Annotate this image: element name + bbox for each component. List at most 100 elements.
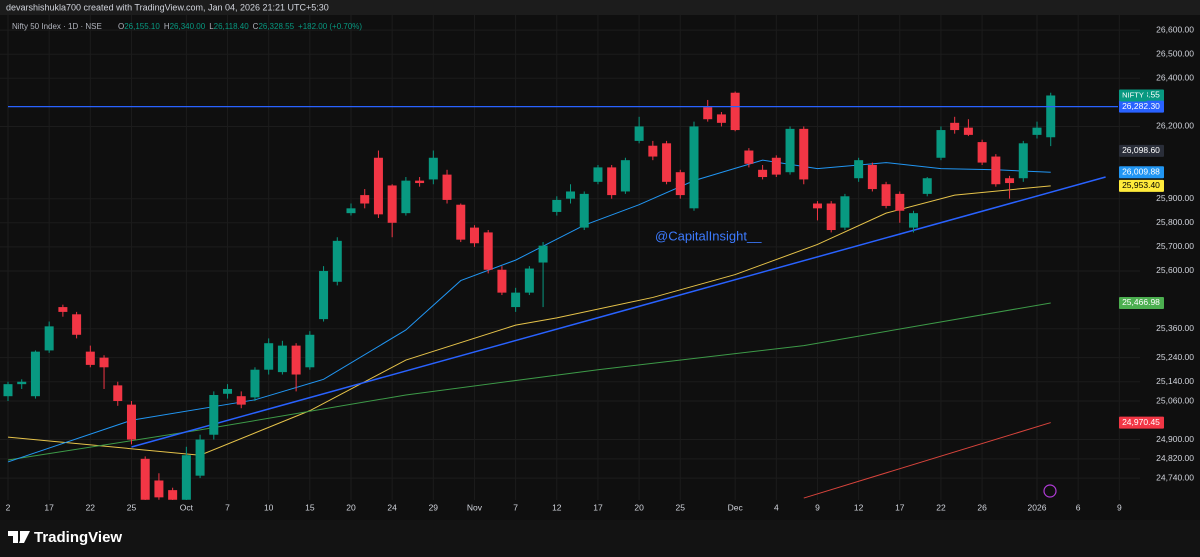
candle-body <box>346 208 356 214</box>
candle-body <box>771 157 781 175</box>
candle-body <box>511 292 521 308</box>
y-tick-label: 25,900.00 <box>1156 193 1194 203</box>
x-tick-label: Dec <box>728 502 744 512</box>
x-tick-label: 4 <box>774 502 779 512</box>
candle-body <box>223 388 233 394</box>
candle-body <box>566 191 576 199</box>
y-tick-label: 26,600.00 <box>1156 24 1194 34</box>
candle-body <box>1032 127 1042 135</box>
x-tick-label: 17 <box>44 502 54 512</box>
candle-body <box>1018 143 1028 179</box>
price-label-box <box>1119 416 1164 429</box>
price-label: 24,970.45 <box>1122 417 1160 427</box>
plot <box>3 91 1106 500</box>
x-tick-label: 7 <box>225 502 230 512</box>
candle-body <box>620 160 630 192</box>
price-axis: 26,600.00 26,500.00 26,400.00 26,200.00 25,9… <box>1156 24 1194 482</box>
footer <box>0 520 1200 557</box>
chart-title: Nifty 50 Index · 1D · NSE <box>12 22 102 31</box>
candle-body <box>72 314 82 335</box>
time-axis: 2 17 22 25 Oct 7 10 15 20 24 29 Nov 7 12 17 20 25 Dec 4 9 12… <box>6 502 1122 512</box>
x-tick-label: 10 <box>264 502 274 512</box>
ohlc-value: 26,155.10 <box>124 22 160 31</box>
candle-body <box>264 343 274 370</box>
candle-body <box>209 394 219 435</box>
ohlc-value: 26,328.55 <box>258 22 294 31</box>
candle-body <box>909 213 919 228</box>
candle-body <box>1005 178 1015 184</box>
price-label-box <box>1119 166 1164 179</box>
moving-average <box>7 159 1051 463</box>
x-tick-label: 20 <box>346 502 356 512</box>
y-tick-label: 24,820.00 <box>1156 453 1194 463</box>
candle-body <box>922 178 932 194</box>
y-tick-label: 25,600.00 <box>1156 265 1194 275</box>
candle-body <box>483 232 493 270</box>
x-tick-label: 6 <box>1076 502 1081 512</box>
candle-body <box>3 384 13 397</box>
ohlc-key: O <box>118 22 124 31</box>
y-tick-label: 25,800.00 <box>1156 217 1194 227</box>
candle-body <box>373 157 383 215</box>
moving-average <box>7 302 1051 461</box>
candle-body <box>428 157 438 180</box>
x-tick-label: 29 <box>429 502 439 512</box>
x-tick-label: 25 <box>127 502 137 512</box>
x-tick-label: 22 <box>936 502 946 512</box>
y-tick-label: 26,200.00 <box>1156 121 1194 131</box>
x-tick-label: 12 <box>854 502 864 512</box>
candle-body <box>85 351 95 365</box>
candle-body <box>30 351 40 397</box>
candle-body <box>181 455 191 500</box>
y-tick-label: 25,360.00 <box>1156 323 1194 333</box>
candle-body <box>662 143 672 182</box>
candle-body <box>703 107 713 120</box>
candle-body <box>867 164 877 190</box>
candle-body <box>799 128 809 180</box>
candle-body <box>936 130 946 158</box>
x-tick-label: 17 <box>895 502 905 512</box>
candle-body <box>552 199 562 212</box>
candle-body <box>812 203 822 209</box>
candle-body <box>840 196 850 228</box>
y-tick-label: 26,400.00 <box>1156 73 1194 83</box>
candle-body <box>168 490 178 500</box>
y-tick-label: 26,500.00 <box>1156 48 1194 58</box>
y-tick-label: 24,900.00 <box>1156 434 1194 444</box>
price-label: 25,466.98 <box>1122 297 1160 307</box>
candle-body <box>895 193 905 211</box>
candle-body <box>154 480 164 498</box>
attribution: devarshishukla700 created with TradingVi… <box>6 2 329 12</box>
candle-body <box>758 169 768 178</box>
candle-body <box>675 172 685 196</box>
ohlc-legend: O26,155.10 H26,340.00 L26,118.40 C26,328.55… <box>118 22 362 31</box>
candle-body <box>319 270 329 320</box>
ohlc-key: H <box>164 22 170 31</box>
candle-body <box>456 204 466 240</box>
candle-body <box>195 439 205 476</box>
candle-body <box>607 167 617 196</box>
candle-body <box>593 167 603 182</box>
footer-brand: TradingView <box>34 529 122 546</box>
price-label-box <box>1119 100 1164 113</box>
candle-body <box>58 307 68 312</box>
logo <box>8 531 30 543</box>
y-tick-label: 25,140.00 <box>1156 376 1194 386</box>
y-tick-label: 24,740.00 <box>1156 472 1194 482</box>
candle-body <box>881 184 891 206</box>
x-tick-label: 2026 <box>1028 502 1047 512</box>
candle-body <box>730 92 740 131</box>
candle-body <box>387 185 397 223</box>
x-tick-label: 7 <box>513 502 518 512</box>
candle-body <box>126 404 136 440</box>
x-tick-label: 9 <box>815 502 820 512</box>
ohlc-value: 26,118.40 <box>214 22 250 31</box>
x-tick-label: 9 <box>1117 502 1122 512</box>
price-label: 26,282.30 <box>1122 101 1160 111</box>
event-icon[interactable] <box>1043 484 1057 498</box>
candle-body <box>744 150 754 164</box>
price-label: 26,009.88 <box>1122 166 1160 176</box>
x-tick-label: 15 <box>305 502 315 512</box>
candle-body <box>140 458 150 500</box>
